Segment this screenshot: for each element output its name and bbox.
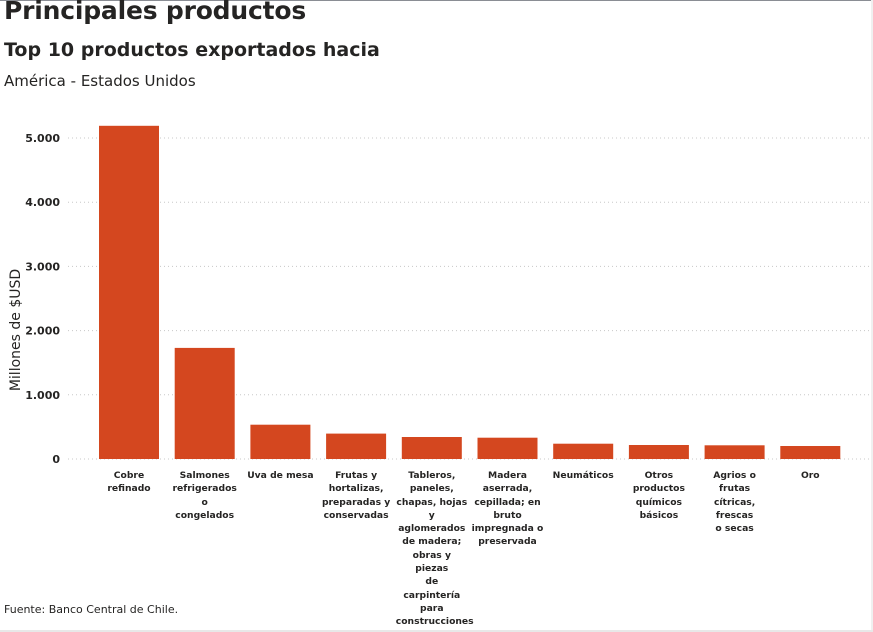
bar[interactable] (174, 347, 235, 459)
bar[interactable] (326, 433, 387, 459)
x-axis-labels: Cobre refinado Salmones refrigerados o cong… (0, 469, 873, 627)
x-tick-label: Oro (800, 470, 820, 481)
chart-subtitle: América - Estados Unidos (4, 72, 196, 90)
bar[interactable] (250, 424, 311, 459)
page-title: Principales productos (4, 0, 307, 25)
bar[interactable] (628, 445, 689, 459)
y-tick-label: 4.000 (25, 196, 60, 209)
bottom-border (0, 630, 873, 632)
top-border (0, 0, 873, 1)
x-tick-label: Salmones refrigerados o congelados (172, 470, 237, 521)
chart-title: Top 10 productos exportados hacia (4, 39, 380, 61)
x-tick-label: Cobre refinado (107, 470, 151, 495)
x-tick-label: Neumáticos (552, 470, 614, 481)
y-axis-label: Millones de $USD (8, 269, 24, 391)
source-note: Fuente: Banco Central de Chile. (4, 603, 179, 616)
x-tick-label: Agrios o frutas cítricas, frescas o secas (713, 470, 756, 535)
bar[interactable] (780, 446, 841, 459)
y-tick-label: 0 (52, 453, 60, 466)
bar[interactable] (477, 437, 538, 459)
y-axis-ticks: 0 1.000 2.000 3.000 4.000 5.000 (25, 132, 60, 466)
x-tick-label: Otros productos químicos básicos (632, 470, 685, 521)
bar[interactable] (553, 443, 614, 459)
right-border (871, 0, 873, 632)
x-tick-label: Frutas y hortalizas, preparadas y conservad… (321, 470, 391, 521)
bars (99, 125, 841, 460)
y-tick-label: 2.000 (25, 325, 60, 338)
bar[interactable] (401, 437, 462, 459)
bar-chart: 0 1.000 2.000 3.000 4.000 5.000 Millones de $… (8, 125, 871, 466)
y-tick-label: 5.000 (25, 132, 60, 145)
y-tick-label: 1.000 (25, 389, 60, 402)
x-tick-label: Uva de mesa (247, 470, 314, 481)
y-tick-label: 3.000 (25, 260, 60, 273)
bar[interactable] (704, 445, 765, 459)
x-tick-label: Tableros, paneles, chapas, hojas y aglomera… (395, 470, 474, 628)
x-tick-label: Madera aserrada, cepillada; en bruto impregn… (471, 470, 544, 548)
bar[interactable] (99, 125, 159, 460)
